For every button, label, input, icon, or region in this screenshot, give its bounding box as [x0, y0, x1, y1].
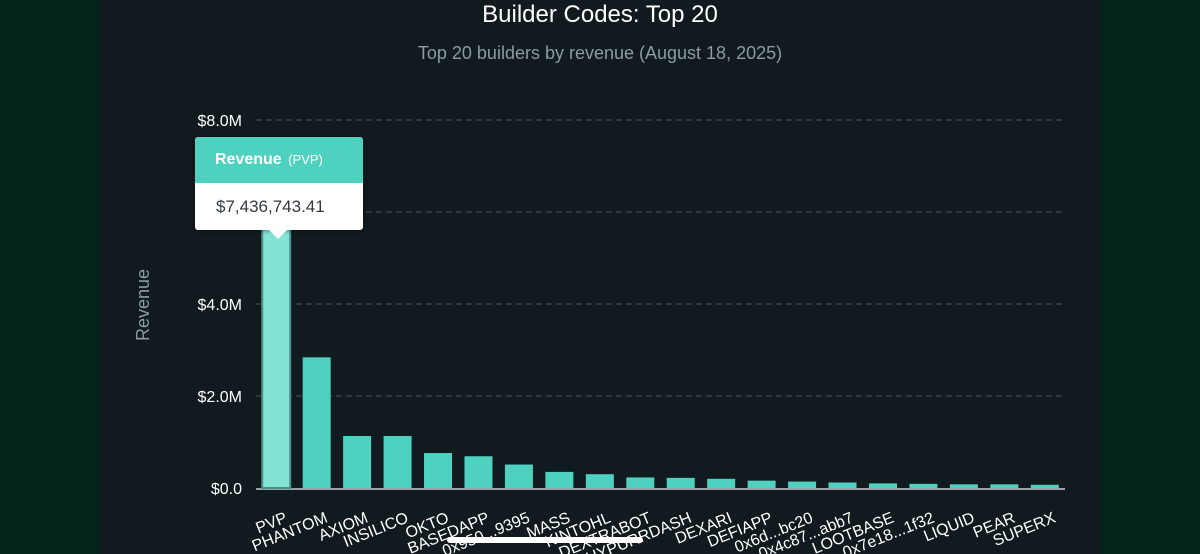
bar-axiom[interactable] — [343, 436, 372, 488]
bar-0x6d-bc20[interactable] — [788, 481, 817, 488]
chart-subtitle: Top 20 builders by revenue (August 18, 2… — [417, 43, 783, 63]
y-tick-label: $2.0M — [198, 389, 242, 406]
bar-liquid[interactable] — [949, 484, 978, 488]
bar-pear[interactable] — [990, 484, 1019, 488]
bars — [261, 144, 1059, 490]
tooltip-series-label: Revenue — [215, 151, 282, 168]
bar-superx[interactable] — [1030, 484, 1059, 488]
bar-mass[interactable] — [545, 471, 574, 488]
bar-okto[interactable] — [424, 453, 453, 488]
bar-dextrabot[interactable] — [626, 477, 655, 488]
chart-title: Builder Codes: Top 20 — [482, 1, 718, 28]
tooltip-value: $7,436,743.41 — [216, 197, 325, 216]
tooltip-pointer — [269, 230, 287, 239]
bar-0x4c87-abb7[interactable] — [828, 482, 857, 488]
bar-defiapp[interactable] — [747, 480, 776, 488]
y-tick-label: $4.0M — [198, 297, 242, 314]
bar-basedapp[interactable] — [464, 456, 493, 488]
bar-kintohl[interactable] — [585, 474, 614, 488]
gridlines — [256, 119, 1065, 490]
bar-lootbase[interactable] — [868, 483, 897, 488]
bar-hypurrdash[interactable] — [666, 477, 695, 488]
y-tick-label: $0.0 — [211, 481, 242, 498]
x-axis-ticks: PVPPHANTOMAXIOMINSILICOOKTOBASEDAPP0x950… — [250, 509, 1059, 554]
tooltip-category-label: (PVP) — [288, 152, 323, 167]
bar-tooltip: Revenue (PVP) $7,436,743.41 — [195, 137, 363, 239]
bar-dexari[interactable] — [707, 478, 736, 488]
y-tick-label: $8.0M — [198, 113, 242, 130]
bar-insilico[interactable] — [383, 436, 412, 488]
bar-phantom[interactable] — [302, 357, 331, 488]
scroll-handle[interactable] — [447, 537, 643, 543]
tooltip-header: Revenue (PVP) — [195, 137, 363, 183]
bar-0x7e18-1f32[interactable] — [909, 483, 938, 488]
y-axis-label: Revenue — [133, 269, 153, 341]
bar-0x950-9395[interactable] — [504, 464, 533, 488]
